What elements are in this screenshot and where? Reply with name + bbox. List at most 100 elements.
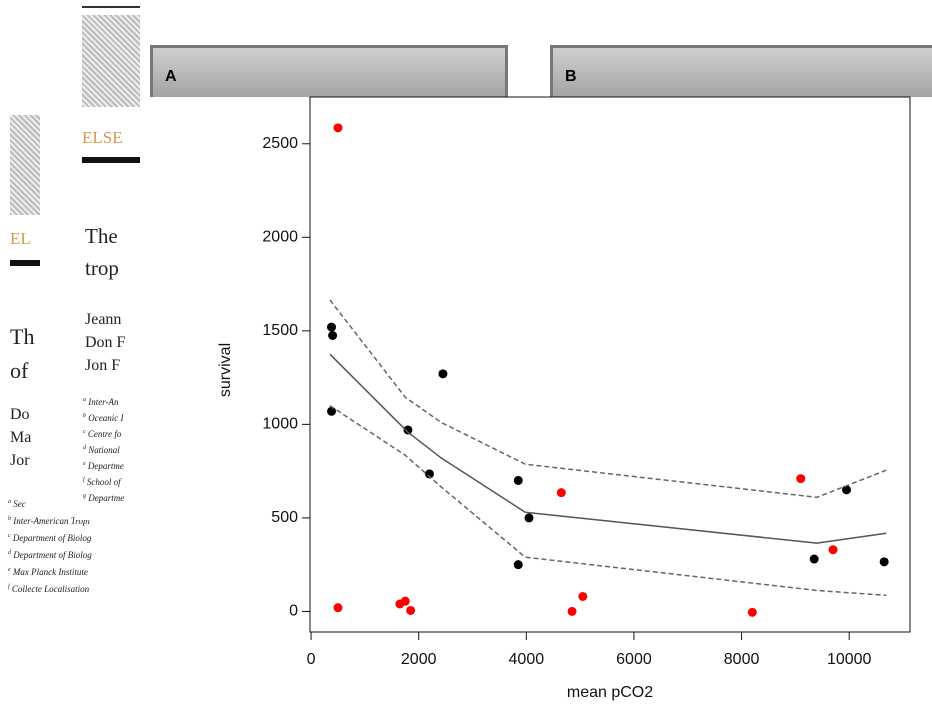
point [578,591,588,601]
point [567,606,577,616]
title-line: Th [10,324,35,349]
y-tick-label: 2500 [262,135,298,152]
doc-front: ELSE The trop Jeann Don F Jon F a Inter-An b… [75,0,140,520]
point [333,123,343,133]
point [438,369,448,379]
point [747,607,757,617]
x-axis-label: mean pCO2 [567,684,653,701]
point [327,406,337,416]
point [400,596,410,606]
title: Th of [10,320,34,388]
affiliation-text: Sec [13,499,26,509]
authors: Jeann Don F Jon F [85,308,125,377]
affiliation: d Department of Biolog [8,546,92,563]
author: Do [10,406,30,423]
logo [10,115,40,215]
affiliation-text: Department of Biolog [12,533,92,543]
point [327,322,337,332]
x-tick-label: 8000 [724,651,760,668]
affiliation: a Inter-An [83,393,124,409]
affiliation: b Inter-American Tropi [8,512,92,529]
y-axis-label: survival [217,343,234,397]
affiliation-mark: g [83,493,86,499]
title-line: trop [85,256,119,280]
point [403,425,413,435]
publisher: ELSE [82,128,123,147]
point [424,469,434,479]
affiliation-mark: c [8,533,11,539]
affiliation-text: Inter-American Tropi [13,516,90,526]
author: Jon F [85,357,121,374]
affiliation-mark: d [8,550,11,556]
author: Ma [10,429,32,446]
author: Don F [85,334,126,351]
affiliation-text: School of [86,477,121,487]
affiliation-text: Departme [87,461,124,471]
affiliation-text: National [88,445,120,455]
logo [82,15,140,107]
rule [82,6,140,8]
affiliation-mark: d [83,445,86,451]
affiliation-mark: e [8,567,11,573]
y-tick-label: 0 [289,603,298,620]
affiliation-text: Departme [88,493,125,503]
point [513,560,523,570]
affiliation: d National [83,441,124,457]
affiliation-mark: f [8,584,10,590]
point [513,475,523,485]
affiliation: g Departme [83,489,124,505]
affiliation: c Centre fo [83,425,124,441]
affiliation-text: Max Planck Institute [12,567,88,577]
fit-line [329,405,887,597]
affiliation-mark: f [83,477,85,483]
point [828,545,838,555]
panel-label: B [565,68,577,85]
title-line: of [10,358,29,383]
y-tick-label: 2000 [262,229,298,246]
affiliation: a Sec [8,495,92,512]
point [524,513,534,523]
author: Jeann [85,311,122,328]
affiliations: a Sec b Inter-American Tropi c Department … [8,495,92,597]
affiliation: f Collecte Localisation [8,580,92,597]
y-tick-label: 500 [271,509,298,526]
affiliation: e Max Planck Institute [8,563,92,580]
publisher: EL [10,229,31,248]
y-tick-label: 1500 [262,322,298,339]
point [879,557,889,567]
y-tick-label: 1000 [262,416,298,433]
chart-background [140,97,932,710]
panel-label: A [165,68,177,85]
affiliation: b Oceanic I [83,409,124,425]
fit-line [329,353,887,544]
point [556,488,566,498]
affiliation: f School of [83,473,124,489]
point [328,331,338,341]
x-tick-label: 6000 [616,651,652,668]
affiliation-mark: a [8,499,11,505]
point [842,485,852,495]
x-tick-label: 10000 [827,651,872,668]
rule [82,157,140,163]
title: The trop [85,220,119,284]
affiliation-mark: c [83,429,86,435]
rule [10,260,40,266]
affiliation-text: Inter-An [88,397,119,407]
affiliation: c Department of Biolog [8,529,92,546]
affiliation-mark: e [83,461,86,467]
affiliation-text: Centre fo [87,429,122,439]
point [809,554,819,564]
x-tick-label: 4000 [509,651,545,668]
affiliation-text: Oceanic I [88,413,124,423]
title-line: The [85,224,118,248]
affiliation-mark: a [83,397,86,403]
affiliation-text: Department of Biolog [13,550,92,560]
affiliation-mark: b [8,516,11,522]
point [796,474,806,484]
author: Jor [10,452,30,469]
plot-frame [309,96,911,633]
point [333,603,343,613]
affiliation-text: Collecte Localisation [11,584,90,594]
